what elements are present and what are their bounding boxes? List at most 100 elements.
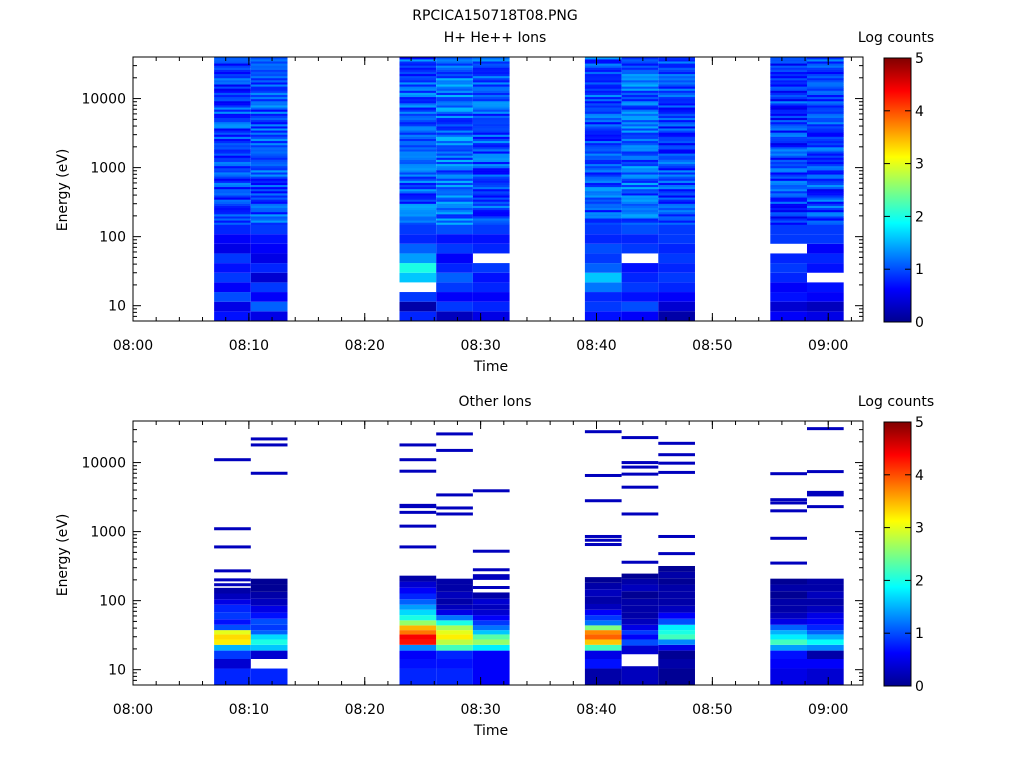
- heatmap-cell: [658, 57, 695, 60]
- heatmap-cell: [436, 121, 473, 125]
- heatmap-cell: [770, 167, 807, 171]
- panel-other-ions: Other Ions Log counts Time Energy (eV) 0…: [55, 394, 934, 739]
- heatmap-cell: [436, 167, 473, 171]
- y-tick-label: 100: [99, 594, 126, 610]
- heatmap-cell: [472, 263, 510, 273]
- heatmap-cell: [250, 203, 288, 206]
- heatmap-cell: [584, 589, 622, 597]
- heatmap-cell: [214, 57, 251, 60]
- heatmap-cell: [214, 207, 251, 211]
- colorbar-label: Log counts: [858, 30, 934, 46]
- heatmap-cell: [472, 80, 510, 83]
- heatmap-cell: [214, 220, 251, 223]
- heatmap-cell: [250, 167, 288, 171]
- heatmap-cell: [436, 578, 473, 585]
- x-tick-label: 09:00: [808, 338, 848, 354]
- heatmap-cell: [250, 263, 288, 273]
- heatmap-cell: [806, 109, 844, 112]
- heatmap-cell: [436, 61, 473, 64]
- heatmap-cell: [214, 263, 251, 273]
- heatmap-cell: [770, 222, 807, 225]
- heatmap-cell: [436, 86, 473, 89]
- heatmap-cell: [770, 172, 807, 175]
- heatmap-cell: [472, 82, 510, 85]
- heatmap-cell: [806, 292, 844, 302]
- heatmap-cell: [399, 90, 437, 93]
- heatmap-cell: [250, 193, 288, 196]
- heatmap-cell: [584, 138, 622, 142]
- heatmap-cell: [584, 172, 622, 175]
- heatmap-cell: [770, 311, 807, 321]
- heatmap-cell: [806, 630, 844, 635]
- colorbar-tick-label: 4: [915, 104, 924, 120]
- heatmap-cell: [806, 612, 844, 619]
- heatmap-cell: [472, 190, 510, 194]
- heatmap-cell: [770, 69, 807, 72]
- heatmap-cell: [770, 111, 807, 114]
- heatmap-cell: [399, 59, 437, 62]
- heatmap-cell: [399, 243, 437, 254]
- heatmap-cell: [399, 209, 437, 213]
- heatmap-cell: [472, 96, 510, 100]
- heatmap-cell: [621, 65, 659, 68]
- heatmap-cell: [806, 144, 844, 148]
- heatmap-cell: [770, 639, 807, 645]
- heatmap-cell: [399, 644, 437, 651]
- heatmap-cell: [584, 216, 622, 219]
- heatmap-cell: [584, 82, 622, 85]
- heatmap-cell: [214, 82, 251, 85]
- heatmap-cell: [472, 71, 510, 75]
- heatmap-cell: [621, 222, 659, 225]
- heatmap-cell: [621, 199, 659, 202]
- heatmap-cell: [584, 126, 622, 129]
- heatmap-cell: [584, 234, 622, 244]
- heatmap-cell: [658, 190, 695, 194]
- heatmap-cell: [472, 142, 510, 146]
- heatmap-cell: [770, 220, 807, 223]
- heatmap-cell: [658, 634, 695, 640]
- heatmap-cell: [472, 174, 510, 177]
- heatmap-cell: [770, 197, 807, 200]
- heatmap-cell: [214, 599, 251, 605]
- heatmap-cell: [214, 634, 251, 640]
- heatmap-cell: [399, 75, 437, 79]
- heatmap-cell: [250, 178, 288, 181]
- heatmap-cell: [806, 201, 844, 204]
- heatmap-cell: [436, 90, 473, 93]
- heatmap-cell: [250, 67, 288, 70]
- heatmap-cell: [472, 574, 510, 578]
- heatmap-cell: [584, 88, 622, 91]
- heatmap-cell: [399, 96, 437, 100]
- heatmap-cell: [584, 80, 622, 83]
- heatmap-cell: [399, 130, 437, 133]
- heatmap-cell: [621, 178, 659, 181]
- heatmap-cell: [806, 69, 844, 72]
- heatmap-cell: [806, 195, 844, 198]
- heatmap-cell: [214, 222, 251, 225]
- heatmap-cell: [399, 149, 437, 152]
- heatmap-cell: [806, 668, 844, 685]
- heatmap-cell: [250, 188, 288, 192]
- colorbar-tick-label: 0: [915, 679, 924, 695]
- heatmap-cell: [250, 282, 288, 293]
- heatmap-cell: [250, 130, 288, 133]
- heatmap-cell: [250, 161, 288, 165]
- heatmap-cell: [399, 170, 437, 173]
- heatmap-cell: [621, 612, 659, 619]
- heatmap-cell: [250, 149, 288, 152]
- heatmap-cell: [806, 214, 844, 217]
- heatmap-cell: [214, 587, 251, 594]
- heatmap-cell: [250, 147, 288, 150]
- heatmap-cell: [399, 184, 437, 188]
- heatmap-cell: [250, 644, 288, 651]
- heatmap-cell: [658, 263, 695, 273]
- heatmap-cell: [658, 165, 695, 169]
- heatmap-cell: [658, 598, 695, 606]
- heatmap-cell: [214, 184, 251, 188]
- heatmap-cell: [250, 121, 288, 125]
- heatmap-cell: [584, 167, 622, 171]
- heatmap-cell: [770, 92, 807, 95]
- heatmap-cell: [399, 650, 437, 659]
- heatmap-cell: [806, 176, 844, 179]
- heatmap-cell: [399, 63, 437, 66]
